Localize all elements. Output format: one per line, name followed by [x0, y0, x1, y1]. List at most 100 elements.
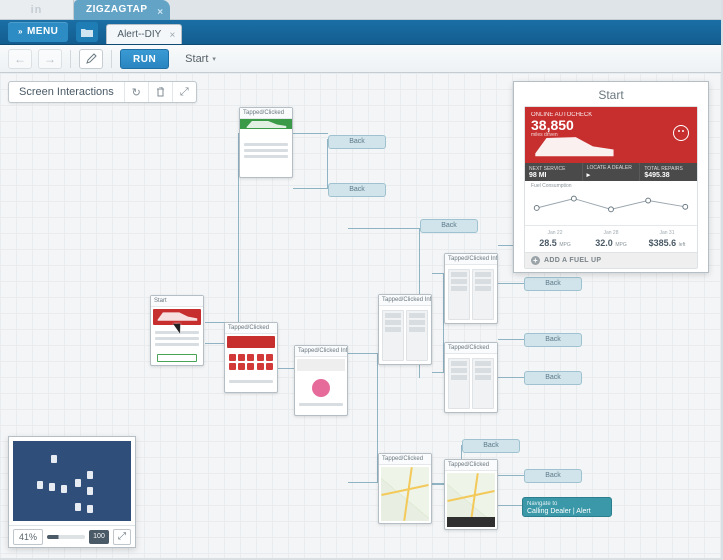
separator — [111, 50, 112, 68]
node-thumbnail — [379, 306, 431, 364]
node-title: Tapped/Clicked — [240, 108, 292, 119]
minimap-node — [75, 479, 81, 487]
back-action[interactable]: Back — [328, 183, 386, 197]
minimap-view[interactable] — [13, 441, 131, 521]
screen-node[interactable]: Tapped/Clicked — [444, 459, 498, 530]
start-dropdown[interactable]: Start ▾ — [175, 49, 232, 69]
screen-node[interactable]: Tapped/Clicked Info — [294, 345, 348, 416]
preview-card: ONLINE AUTOCHECK 38,850 miles driven NEX… — [524, 106, 698, 269]
node-thumbnail — [445, 354, 497, 412]
face-icon — [673, 125, 689, 141]
node-thumbnail — [379, 465, 431, 523]
folder-button[interactable] — [76, 22, 98, 42]
logo: in — [0, 0, 74, 20]
screen-node[interactable]: Tapped/Clicked — [239, 107, 293, 178]
screen-node[interactable]: Tapped/Clicked Info — [378, 294, 432, 365]
screen-node[interactable]: Tapped/Clicked — [378, 453, 432, 524]
preview-stat: Jan 2228.5 MPG — [527, 230, 583, 248]
run-button[interactable]: RUN — [120, 49, 169, 69]
connector — [278, 368, 294, 369]
minimap-node — [75, 503, 81, 511]
back-action[interactable]: Back — [462, 439, 520, 453]
back-button[interactable]: ← — [8, 49, 32, 69]
start-label: Start — [185, 53, 208, 65]
refresh-icon[interactable]: ↻ — [124, 82, 148, 102]
back-action[interactable]: Back — [524, 333, 582, 347]
screen-interactions-panel: Screen Interactions ↻ ⤢ — [8, 81, 197, 103]
toolbar: ← → RUN Start ▾ — [0, 45, 721, 73]
collapse-icon[interactable]: ⤢ — [172, 82, 196, 102]
node-title: Start — [151, 296, 203, 307]
preview-stats-row: Jan 2228.5 MPGJan 2832.0 MPGJan 31$385.6… — [525, 225, 697, 252]
connector — [498, 339, 524, 340]
project-tab[interactable]: ZIGZAGTAP × — [74, 0, 170, 21]
navigate-action[interactable]: Navigate to Calling Dealer | Alert — [522, 497, 612, 517]
minimap-node — [87, 487, 93, 495]
chevron-right-icon: » — [18, 22, 23, 42]
preview-stat: Jan 31$385.6 left — [639, 230, 695, 248]
preview-chart: Fuel Consumption — [525, 181, 697, 225]
screen-interactions-label: Screen Interactions — [9, 86, 124, 98]
screen-node[interactable]: Tapped/Clicked Info — [444, 253, 498, 324]
connector — [498, 377, 524, 378]
navigate-action-header: Navigate to — [527, 500, 607, 508]
back-action[interactable]: Back — [420, 219, 478, 233]
menu-button[interactable]: » MENU — [8, 22, 68, 42]
node-thumbnail — [445, 471, 497, 529]
node-title: Tapped/Clicked — [225, 323, 277, 334]
add-fuel-button[interactable]: + ADD A FUEL UP — [525, 252, 697, 268]
connector — [205, 343, 224, 344]
screen-node[interactable]: Tapped/Clicked — [224, 322, 278, 393]
back-action[interactable]: Back — [524, 277, 582, 291]
preview-metric: LOCATE A DEALER▸ — [583, 163, 641, 181]
connector — [432, 323, 444, 373]
node-title: Tapped/Clicked Info — [295, 346, 347, 357]
connector — [432, 273, 444, 323]
project-tab-label: ZIGZAGTAP — [86, 4, 148, 15]
node-thumbnail — [225, 334, 277, 392]
minimap-node — [87, 505, 93, 513]
minimap-node — [51, 455, 57, 463]
preview-stat: Jan 2832.0 MPG — [583, 230, 639, 248]
node-thumbnail — [240, 119, 292, 177]
node-thumbnail — [295, 357, 347, 415]
preview-hero-label: ONLINE AUTOCHECK — [531, 112, 691, 118]
node-thumbnail — [445, 265, 497, 323]
close-icon[interactable]: × — [169, 26, 175, 46]
connector — [498, 475, 524, 476]
preview-title: Start — [524, 88, 698, 102]
screen-node[interactable]: Tapped/Clicked — [444, 342, 498, 413]
back-action[interactable]: Back — [524, 469, 582, 483]
canvas[interactable]: Screen Interactions ↻ ⤢ Tapped/Clicked St… — [0, 73, 721, 558]
folder-icon — [81, 27, 93, 37]
connector — [293, 133, 328, 134]
menu-label: MENU — [27, 22, 58, 42]
preview-metrics-row: NEXT SERVICE98 MILOCATE A DEALER▸TOTAL R… — [525, 163, 697, 181]
document-tab[interactable]: Alert--DIY × — [106, 24, 182, 44]
pencil-icon — [86, 53, 97, 64]
node-title: Tapped/Clicked Info — [379, 295, 431, 306]
preview-metric: TOTAL REPAIRS$495.38 — [640, 163, 697, 181]
back-action[interactable]: Back — [524, 371, 582, 385]
zoom-value[interactable]: 41% — [13, 529, 43, 545]
forward-button[interactable]: → — [38, 49, 62, 69]
connector — [293, 139, 328, 189]
zoom-100-button[interactable]: 100 — [89, 530, 109, 544]
minimap-controls: 41% 100 ⤢ — [9, 525, 135, 547]
edit-button[interactable] — [79, 49, 103, 69]
back-action[interactable]: Back — [328, 135, 386, 149]
node-title: Tapped/Clicked — [445, 343, 497, 354]
node-title: Tapped/Clicked — [379, 454, 431, 465]
navigate-action-label: Calling Dealer | Alert — [527, 508, 607, 516]
document-tab-label: Alert--DIY — [117, 29, 161, 40]
trash-icon[interactable] — [148, 82, 172, 102]
minimap-node — [87, 471, 93, 479]
separator — [70, 50, 71, 68]
zoom-slider[interactable] — [47, 535, 85, 539]
minimap-node — [37, 481, 43, 489]
zoom-fit-button[interactable]: ⤢ — [113, 529, 131, 545]
node-title: Tapped/Clicked Info — [445, 254, 497, 265]
preview-metric: NEXT SERVICE98 MI — [525, 163, 583, 181]
node-thumbnail — [151, 307, 203, 365]
minimap-node — [49, 483, 55, 491]
